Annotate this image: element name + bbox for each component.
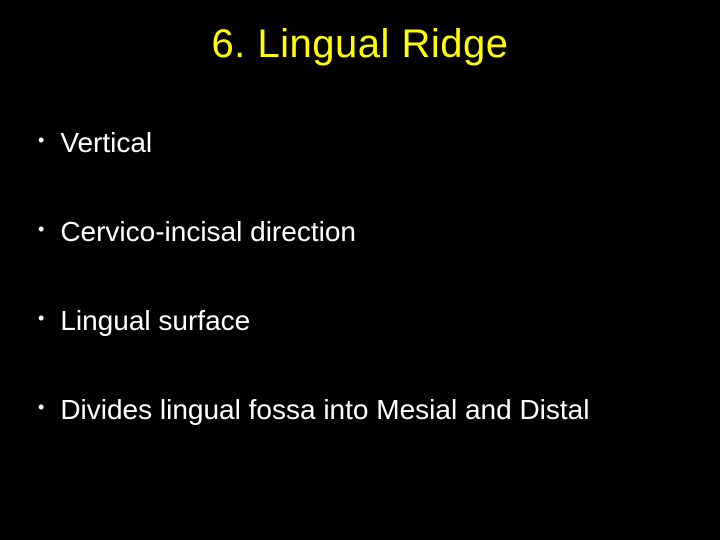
list-item: • Cervico-incisal direction: [38, 214, 690, 249]
bullet-dot-icon: •: [38, 129, 44, 152]
list-item: • Lingual surface: [38, 303, 690, 338]
list-item: • Divides lingual fossa into Mesial and …: [38, 392, 690, 427]
bullet-text: Vertical: [60, 125, 690, 160]
list-item: • Vertical: [38, 125, 690, 160]
bullet-dot-icon: •: [38, 218, 44, 241]
bullet-text: Divides lingual fossa into Mesial and Di…: [60, 392, 690, 427]
slide-title: 6. Lingual Ridge: [0, 0, 720, 77]
bullet-dot-icon: •: [38, 396, 44, 419]
bullet-dot-icon: •: [38, 307, 44, 330]
bullet-text: Lingual surface: [60, 303, 690, 338]
slide: 6. Lingual Ridge • Vertical • Cervico-in…: [0, 0, 720, 540]
bullet-list: • Vertical • Cervico-incisal direction •…: [0, 77, 720, 427]
bullet-text: Cervico-incisal direction: [60, 214, 690, 249]
